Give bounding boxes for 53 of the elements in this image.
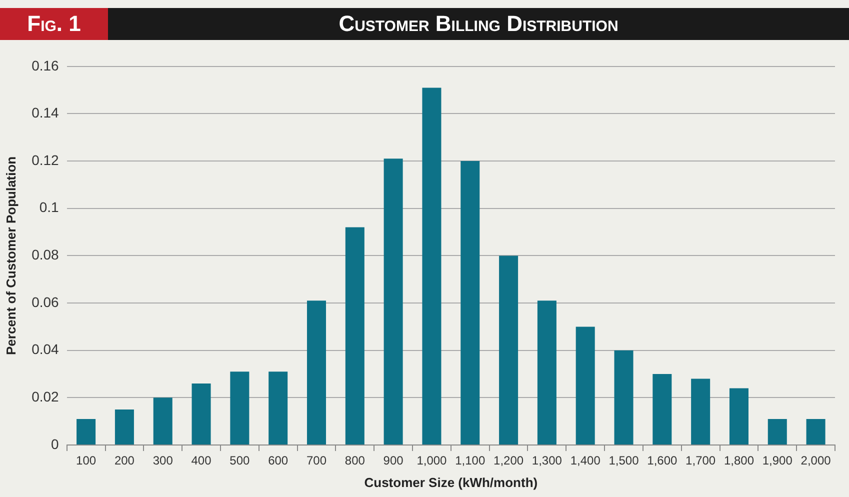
bar	[652, 374, 672, 444]
bar	[460, 161, 480, 444]
y-tick-label: 0.14	[32, 104, 60, 121]
x-tick-label: 1,800	[724, 454, 754, 468]
bar	[192, 383, 211, 444]
bar	[614, 350, 634, 444]
bar	[384, 158, 403, 444]
y-tick-label: 0.06	[32, 294, 60, 310]
y-tick-label: 0	[51, 436, 60, 452]
x-tick-label: 2,000	[800, 454, 832, 468]
bar	[499, 256, 518, 444]
y-tick-label: 0.16	[32, 57, 60, 74]
x-tick-label: 1,600	[647, 454, 678, 468]
x-tick-label: 1,500	[608, 454, 640, 468]
bar	[768, 418, 787, 444]
x-tick-label: 1,900	[762, 454, 793, 468]
bar	[691, 378, 710, 444]
bar	[114, 410, 134, 444]
x-tick-label: 600	[268, 454, 288, 468]
bar	[76, 418, 96, 444]
x-tick-label: 1,300	[532, 454, 562, 468]
x-tick-label: 1,700	[686, 454, 716, 468]
bar	[537, 300, 556, 444]
bar	[268, 372, 288, 444]
x-tick-label: 800	[344, 454, 366, 468]
bar	[422, 88, 442, 444]
x-tick-label: 100	[76, 454, 96, 468]
bar	[576, 326, 595, 444]
bar	[345, 227, 364, 444]
caption: Fig. 1	[0, 8, 108, 40]
x-tick-label: 1,100	[455, 454, 486, 468]
bar	[306, 300, 326, 444]
x-tick-label: 400	[191, 454, 212, 468]
bar	[153, 398, 172, 444]
x-tick-label: 1,200	[494, 454, 524, 468]
y-tick-label: 0.02	[32, 388, 60, 405]
bar	[806, 418, 826, 444]
bar	[729, 388, 748, 444]
x-tick-label: 500	[230, 454, 250, 468]
y-tick-label: 0.04	[32, 341, 60, 358]
chart-title: Customer Billing Distribution	[338, 10, 620, 38]
y-tick-label: 0.1	[39, 199, 60, 216]
y-tick-label: 0.08	[32, 246, 60, 263]
x-tick-label: 200	[114, 454, 135, 468]
x-tick-label: 300	[152, 454, 174, 468]
x-tick-label: 700	[306, 454, 327, 468]
x-tick-label: 900	[383, 454, 404, 468]
bar	[230, 372, 250, 444]
x-tick-label: 1,000	[416, 454, 448, 468]
y-tick-label: 0.12	[32, 152, 60, 168]
x-axis-title: Customer Size (kWh/month)	[364, 474, 538, 490]
x-tick-label: 1,400	[570, 454, 601, 468]
y-axis-title: Percent of Customer Population	[3, 156, 18, 356]
